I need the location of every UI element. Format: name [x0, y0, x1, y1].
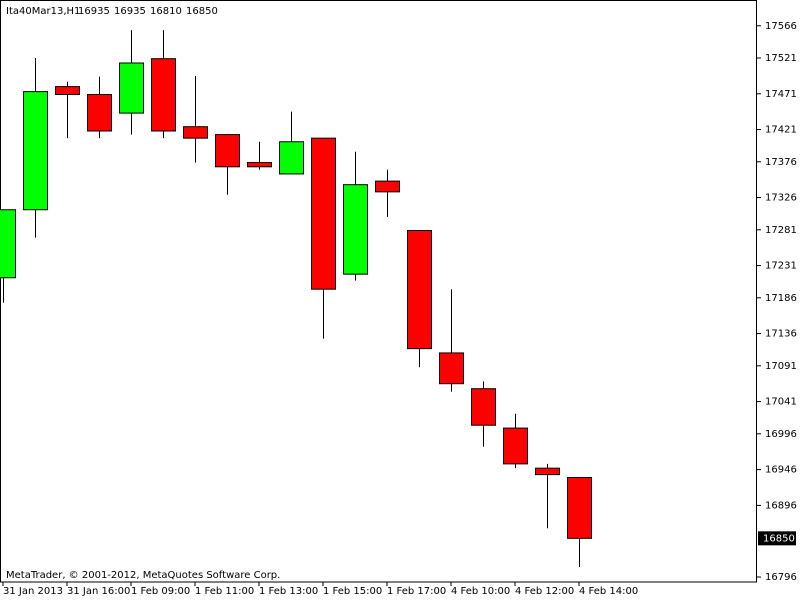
y-tick-label: 16996 — [765, 429, 797, 440]
y-tick-label: 17471 — [765, 89, 797, 100]
y-tick-label: 17521 — [765, 53, 797, 64]
candle-body — [279, 141, 304, 175]
candle-body — [119, 62, 144, 114]
x-tick-label: 1 Feb 17:00 — [387, 586, 446, 597]
candle-body — [471, 388, 496, 426]
candle-body — [151, 58, 176, 132]
y-tick-label: 16896 — [765, 500, 797, 511]
x-tick-label: 1 Feb 09:00 — [131, 586, 190, 597]
candles — [0, 30, 592, 567]
y-tick-label: 17326 — [765, 193, 797, 204]
candle-body — [87, 93, 112, 132]
y-tick-label: 17566 — [765, 21, 797, 32]
candle-body — [55, 86, 80, 95]
footer: MetaTrader, © 2001-2012, MetaQuotes Soft… — [6, 570, 280, 581]
x-tick-label: 4 Feb 12:00 — [515, 586, 574, 597]
candle-body — [439, 352, 464, 385]
candle-body — [343, 184, 368, 275]
price-label: 16850 — [763, 533, 795, 544]
x-tick-label: 1 Feb 11:00 — [195, 586, 254, 597]
chart-title: Ita40Mar13,H1 — [6, 6, 80, 17]
candle-body — [535, 467, 560, 476]
candle-body — [215, 134, 240, 168]
x-tick-label: 4 Feb 14:00 — [579, 586, 638, 597]
candle-body — [503, 427, 528, 465]
y-tick-label: 17041 — [765, 397, 797, 408]
header-value: 16850 — [186, 6, 218, 17]
x-tick-label: 31 Jan 16:00 — [67, 586, 130, 597]
header-value: 16935 — [114, 6, 146, 17]
y-tick-label: 16796 — [765, 572, 797, 583]
y-tick-label: 17281 — [765, 225, 797, 236]
y-tick-label: 17186 — [765, 293, 797, 304]
candle-body — [247, 162, 272, 168]
price-label-box — [758, 531, 796, 546]
x-tick-label: 1 Feb 13:00 — [259, 586, 318, 597]
x-tick-label: 4 Feb 10:00 — [451, 586, 510, 597]
y-tick-label: 17091 — [765, 361, 797, 372]
header-value: 16935 — [78, 6, 110, 17]
candle-body — [183, 126, 208, 139]
plot-frame — [0, 0, 757, 583]
candle-body — [23, 91, 48, 211]
y-tick-label: 16946 — [765, 465, 797, 476]
x-tick-label: 1 Feb 15:00 — [323, 586, 382, 597]
candle-body — [407, 230, 432, 350]
candle-body — [567, 476, 592, 539]
x-tick-label: 31 Jan 2013 — [3, 586, 63, 597]
y-tick-label: 17421 — [765, 125, 797, 136]
y-tick-label: 17231 — [765, 261, 797, 272]
y-tick-label: 17376 — [765, 157, 797, 168]
y-tick-label: 17136 — [765, 329, 797, 340]
candle-body — [375, 180, 400, 193]
candle-body — [311, 137, 336, 290]
candle-body — [0, 209, 16, 279]
header-value: 16810 — [150, 6, 182, 17]
